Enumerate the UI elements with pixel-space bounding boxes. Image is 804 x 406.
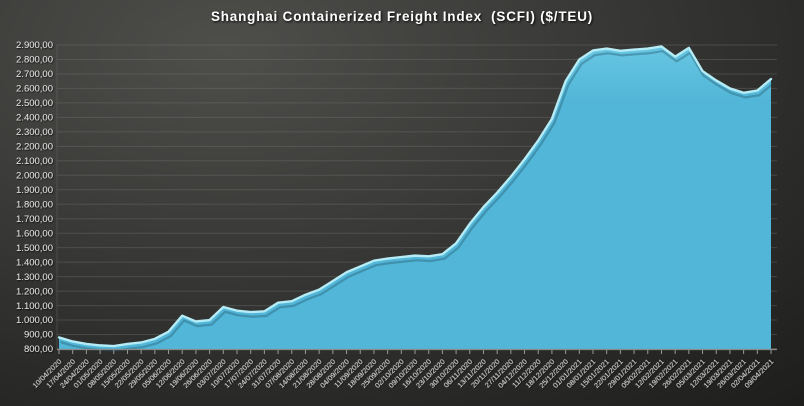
y-tick-label: 1.600,00 <box>16 228 53 239</box>
y-tick-label: 2.000,00 <box>16 170 53 181</box>
y-tick-label: 1.300,00 <box>16 272 53 283</box>
y-tick-label: 1.500,00 <box>16 243 53 254</box>
y-tick-label: 1.000,00 <box>16 315 53 326</box>
y-tick-label: 2.800,00 <box>16 55 53 66</box>
y-tick-label: 2.600,00 <box>16 84 53 95</box>
area-edge-highlight <box>57 45 773 348</box>
y-tick-label: 1.700,00 <box>16 214 53 225</box>
area-series <box>59 46 771 349</box>
y-tick-label: 2.900,00 <box>16 40 53 51</box>
y-tick-label: 1.400,00 <box>16 257 53 268</box>
y-tick-label: 2.100,00 <box>16 156 53 167</box>
chart-title: Shanghai Containerized Freight Index (SC… <box>210 9 594 24</box>
y-tick-label: 2.700,00 <box>16 69 53 80</box>
y-tick-label: 800,00 <box>24 344 53 355</box>
y-tick-label: 1.200,00 <box>16 286 53 297</box>
y-tick-label: 1.100,00 <box>16 301 53 312</box>
y-tick-label: 2.400,00 <box>16 113 53 124</box>
y-tick-label: 1.800,00 <box>16 199 53 210</box>
y-tick-label: 2.500,00 <box>16 98 53 109</box>
y-tick-label: 1.900,00 <box>16 185 53 196</box>
y-tick-label: 2.200,00 <box>16 142 53 153</box>
y-tick-label: 2.300,00 <box>16 127 53 138</box>
y-tick-label: 900,00 <box>24 330 53 341</box>
